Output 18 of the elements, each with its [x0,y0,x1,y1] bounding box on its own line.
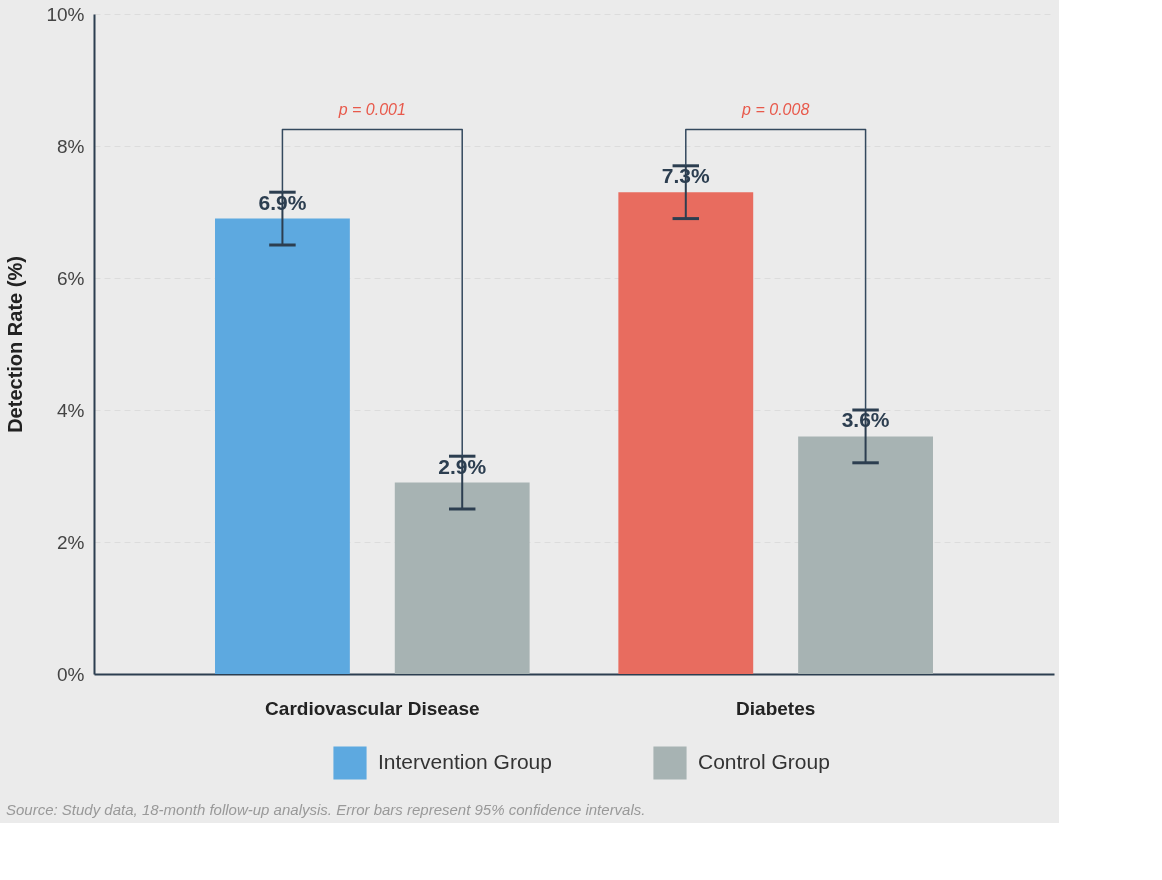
y-tick-label: 10% [46,3,85,25]
y-tick-label: 4% [57,399,85,421]
annotation: p = 0.001 [337,100,406,118]
legend-label: Intervention Group [378,750,552,773]
y-tick-label: 8% [57,135,85,157]
x-tick-label: Cardiovascular Disease [265,697,480,719]
x-tick-label: Diabetes [736,697,816,719]
bar [215,218,350,674]
bar [798,436,933,674]
y-axis-title: Detection Rate (%) [4,256,27,433]
y-tick-label: 2% [57,531,85,553]
source-note: Source: Study data, 18-month follow-up analysis. Error bars represent 95% confidence intervals. [5,801,646,818]
bar [618,192,754,674]
y-tick-label: 6% [57,267,85,289]
legend-label: Control Group [698,750,830,773]
y-tick-label: 0% [57,663,85,685]
annotation: p = 0.008 [741,100,810,118]
bar [394,482,530,674]
